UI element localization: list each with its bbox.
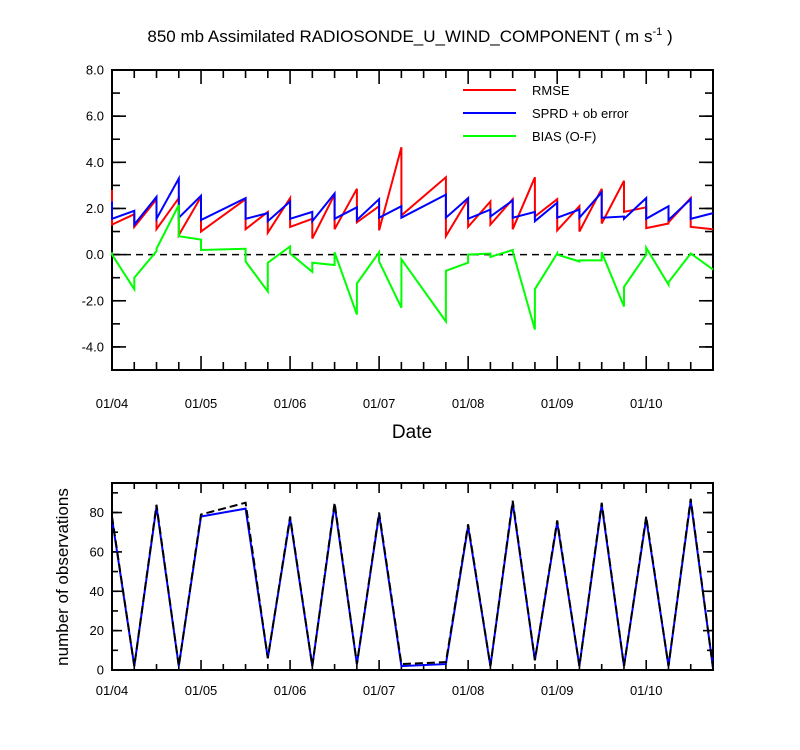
top-x-tick-label: 01/09 [541,396,574,411]
top-x-tick-label: 01/06 [274,396,307,411]
bottom-x-tick-label: 01/09 [541,683,574,698]
top-x-tick-label: 01/05 [185,396,218,411]
series-line-rmse [111,147,714,240]
top-x-axis-label: Date [392,422,432,443]
series-line-observations-used [111,500,714,669]
chart-title-main: 850 mb Assimilated RADIOSONDE_U_WIND_COM… [147,27,652,46]
bottom-y-tick-label: 80 [90,505,104,520]
bottom-x-tick-label: 01/10 [630,683,663,698]
series-line-sprd-ob-error [111,174,714,228]
top-y-tick-label: 2.0 [86,201,104,216]
top-y-tick-label: 4.0 [86,155,104,170]
legend-label-rmse: RMSE [532,83,570,98]
bottom-x-tick-label: 01/08 [452,683,485,698]
chart-title: 850 mb Assimilated RADIOSONDE_U_WIND_COM… [147,26,672,46]
top-plot: 01/04 01/05 01/06 01/07 01/08 01/09 01/10 8.0 6.… [82,63,714,411]
bottom-x-tick-label: 01/06 [274,683,307,698]
bottom-x-tick-label: 01/07 [363,683,396,698]
bottom-y-tick-label: 40 [90,584,104,599]
legend: RMSE SPRD + ob error BIAS (O-F) [463,83,629,144]
bottom-y-tick-label: 0 [97,663,104,678]
top-y-tick-label: -4.0 [82,339,104,354]
legend-label-sprd: SPRD + ob error [532,106,629,121]
legend-label-bias: BIAS (O-F) [532,129,596,144]
chart-title-end: ) [662,27,672,46]
chart-title-superscript: -1 [652,26,662,38]
bottom-plot: 01/04 01/05 01/06 01/07 01/08 01/09 01/10 0 20 40… [90,482,714,698]
top-y-tick-label: 0.0 [86,247,104,262]
bottom-y-tick-label: 60 [90,544,104,559]
top-y-tick-label: 6.0 [86,109,104,124]
bottom-y-axis-label: number of observations [53,488,72,666]
bottom-y-tick-label: 20 [90,623,104,638]
series-line-bias-o-f [111,204,714,330]
top-x-tick-label: 01/10 [630,396,663,411]
top-x-tick-label: 01/08 [452,396,485,411]
bottom-x-tick-label: 01/04 [96,683,129,698]
top-y-tick-label: 8.0 [86,63,104,78]
top-x-tick-label: 01/07 [363,396,396,411]
bottom-x-tick-label: 01/05 [185,683,218,698]
top-x-tick-label: 01/04 [96,396,129,411]
top-y-tick-label: -2.0 [82,293,104,308]
series-line-observations-possible [111,498,714,669]
bottom-plot-frame [111,482,714,671]
